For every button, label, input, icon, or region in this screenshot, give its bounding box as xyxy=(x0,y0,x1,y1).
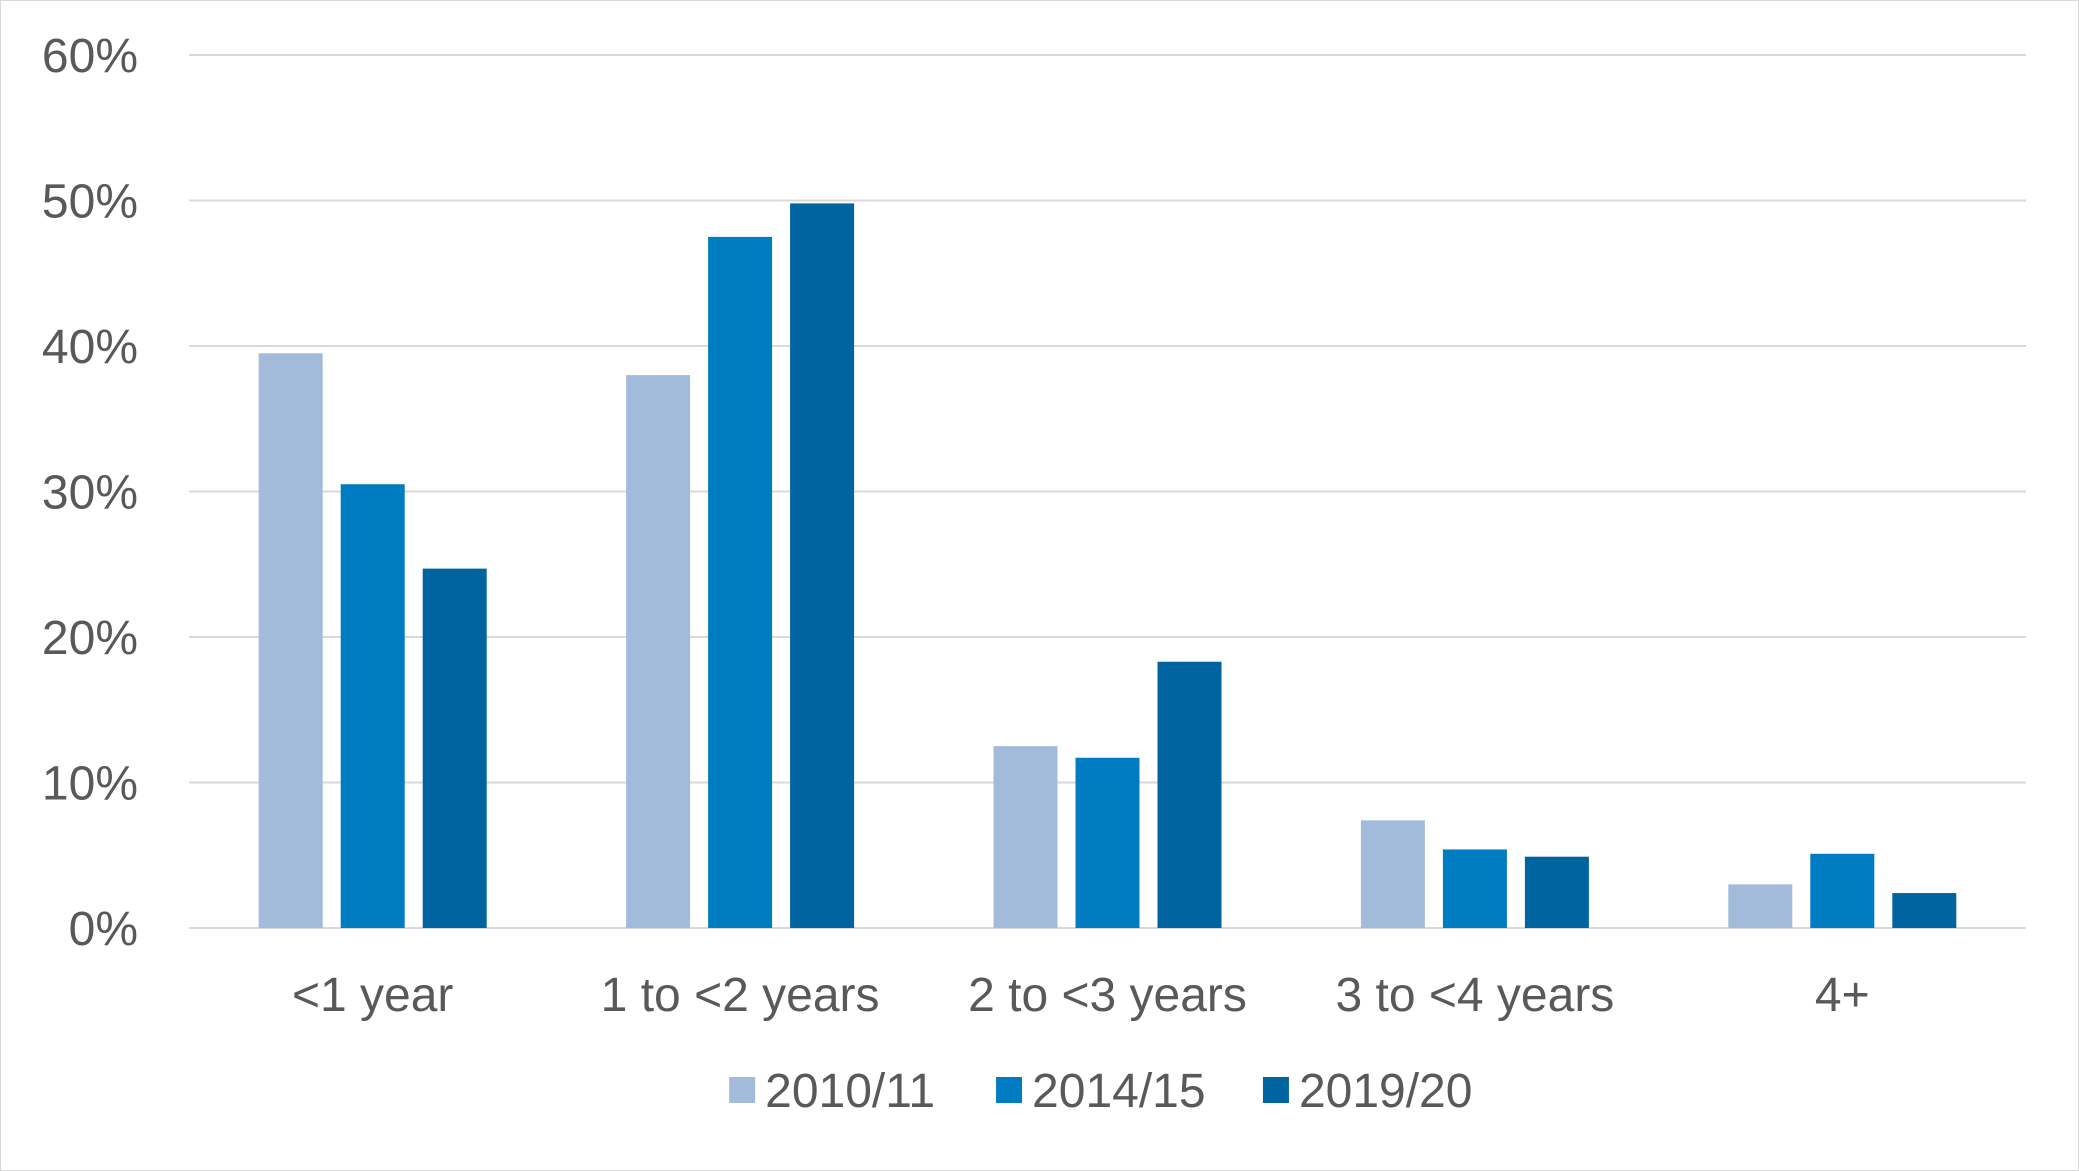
legend-label: 2010/11 xyxy=(765,1065,935,1118)
bar-2010-11-4 xyxy=(1728,884,1793,928)
legend: 2010/11 2014/15 2019/20 xyxy=(729,1065,1472,1118)
bar-2014-15-0 xyxy=(340,484,405,928)
bar-2010-11-0 xyxy=(258,353,323,928)
bars xyxy=(258,203,1957,929)
bar-2019-20-1 xyxy=(790,203,855,928)
bar-2010-11-1 xyxy=(626,375,691,929)
bar-2014-15-4 xyxy=(1810,853,1875,928)
bar-2014-15-2 xyxy=(1075,757,1140,928)
y-axis-tick-labels: 0% 10% 20% 30% 40% 50% 60% xyxy=(42,30,138,956)
bar-2019-20-0 xyxy=(422,568,487,928)
y-tick-label: 50% xyxy=(42,176,138,229)
y-tick-label: 30% xyxy=(42,467,138,520)
legend-label: 2019/20 xyxy=(1299,1065,1473,1118)
y-tick-label: 0% xyxy=(69,903,138,956)
x-axis-category-labels: <1 year 1 to <2 years 2 to <3 years 3 to <4… xyxy=(292,969,1870,1022)
y-tick-label: 40% xyxy=(42,321,138,374)
y-tick-label: 10% xyxy=(42,758,138,811)
bar-2019-20-2 xyxy=(1157,661,1222,928)
legend-label: 2014/15 xyxy=(1032,1065,1206,1118)
gridlines xyxy=(189,54,2026,929)
x-category-label: 3 to <4 years xyxy=(1335,969,1614,1022)
legend-swatch xyxy=(729,1077,756,1103)
x-category-label: 1 to <2 years xyxy=(601,969,880,1022)
x-category-label: 2 to <3 years xyxy=(968,969,1247,1022)
x-category-label: <1 year xyxy=(292,969,453,1022)
y-tick-label: 20% xyxy=(42,612,138,665)
bar-2014-15-1 xyxy=(708,236,773,928)
legend-swatch xyxy=(1262,1077,1289,1103)
legend-swatch xyxy=(996,1077,1023,1103)
bar-2019-20-3 xyxy=(1524,856,1589,928)
x-category-label: 4+ xyxy=(1815,969,1870,1022)
bar-2014-15-3 xyxy=(1442,849,1507,928)
bar-2010-11-3 xyxy=(1360,820,1425,928)
y-tick-label: 60% xyxy=(42,30,138,83)
bar-2019-20-4 xyxy=(1892,893,1957,928)
bar-2010-11-2 xyxy=(993,746,1058,928)
